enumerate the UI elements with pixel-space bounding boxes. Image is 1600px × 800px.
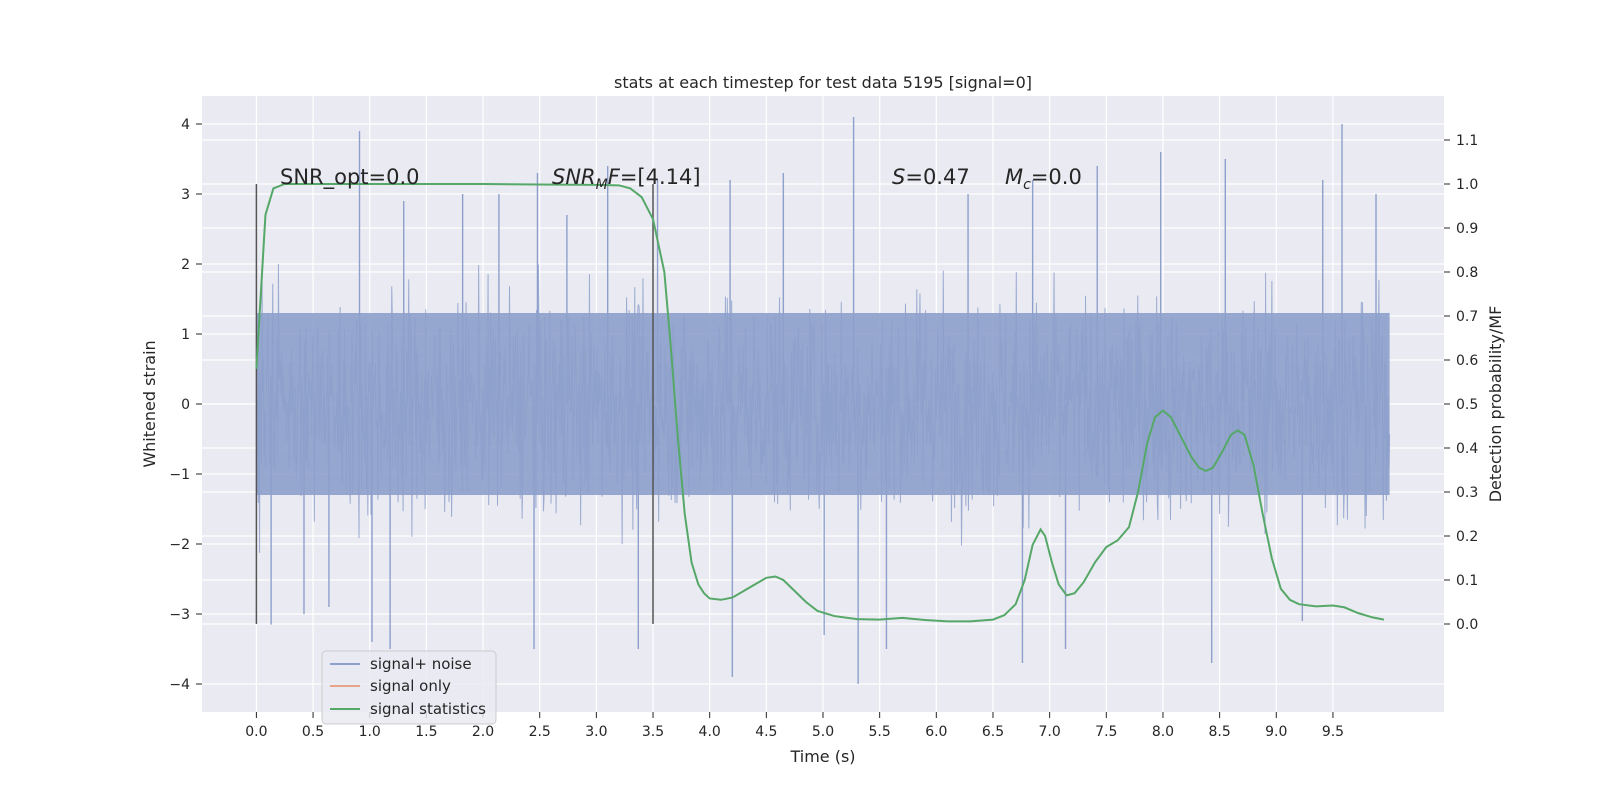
y-left-tick-label: −3 (169, 607, 190, 623)
x-tick-label: 1.0 (359, 724, 381, 740)
noise-series (255, 117, 1391, 684)
y-right-tick-label: 1.1 (1456, 133, 1478, 149)
y-right-tick-label: 0.3 (1456, 485, 1478, 501)
y-right-tick-label: 0.9 (1456, 221, 1478, 237)
x-axis-label: Time (s) (789, 747, 855, 766)
legend: signal+ noise signal only signal statist… (321, 650, 497, 725)
y-right-tick-label: 0.0 (1456, 617, 1478, 633)
stat-series (255, 183, 1385, 623)
mc-symbol: M (1005, 165, 1023, 189)
s-symbol: S (892, 165, 905, 189)
chart-title: stats at each timestep for test data 519… (614, 73, 1032, 92)
legend-box (321, 650, 497, 725)
y-right-tick-label: 0.8 (1456, 265, 1478, 281)
annotation-mc: Mc=0.0 (1005, 165, 1082, 193)
x-tick-label: 4.5 (755, 724, 777, 740)
legend-label-signal: signal only (370, 677, 451, 695)
y-right-tick-label: 0.2 (1456, 529, 1478, 545)
vertical-markers (255, 184, 654, 624)
y-right-tick-label: 0.5 (1456, 397, 1478, 413)
x-tick-label: 9.5 (1322, 724, 1344, 740)
y-left-axis-label: Whitened strain (140, 340, 159, 467)
x-tick-label: 9.0 (1265, 724, 1287, 740)
x-tick-label: 7.0 (1039, 724, 1061, 740)
y-left-tick-label: −2 (169, 537, 190, 553)
snr-mf-suffix-f: F (608, 165, 621, 189)
x-axis-ticks: 0.0 0.5 1.0 1.5 2.0 2.5 3.0 3.5 4.0 4.5 5.0 5.5 6.0 6… (245, 712, 1344, 740)
y-left-tick-label: 3 (181, 187, 190, 203)
x-tick-label: 6.0 (925, 724, 947, 740)
y-left-tick-label: −4 (169, 677, 190, 693)
x-tick-label: 3.0 (585, 724, 607, 740)
y-left-axis-ticks: 4 3 2 1 0 −1 −2 −3 −4 (169, 117, 202, 693)
x-tick-label: 8.0 (1152, 724, 1174, 740)
y-left-tick-label: 4 (181, 117, 190, 133)
snr-mf-value: =[4.14] (620, 165, 701, 189)
y-right-axis-label: Detection probability/MF (1486, 306, 1505, 503)
mc-sub: c (1023, 177, 1031, 193)
y-left-tick-label: 0 (181, 397, 190, 413)
stat-curve (255, 183, 1385, 623)
annotation-snr-opt: SNR_opt=0.0 (280, 165, 420, 190)
mc-value: =0.0 (1031, 165, 1082, 189)
legend-label-stat: signal statistics (370, 700, 486, 718)
x-tick-label: 6.5 (982, 724, 1004, 740)
y-right-tick-label: 1.0 (1456, 177, 1478, 193)
x-tick-label: 1.5 (415, 724, 437, 740)
s-value: =0.47 (905, 165, 969, 189)
y-right-tick-label: 0.4 (1456, 441, 1478, 457)
legend-label-noise: signal+ noise (370, 655, 472, 673)
snr-mf-sub: M (596, 177, 608, 193)
y-left-tick-label: 2 (181, 257, 190, 273)
annotation-s: S=0.47 (892, 165, 970, 189)
y-right-tick-label: 0.7 (1456, 309, 1478, 325)
x-tick-label: 2.5 (529, 724, 551, 740)
y-right-tick-label: 0.6 (1456, 353, 1478, 369)
x-tick-label: 5.0 (812, 724, 834, 740)
x-tick-label: 3.5 (642, 724, 664, 740)
x-tick-label: 4.0 (699, 724, 721, 740)
x-tick-label: 5.5 (869, 724, 891, 740)
x-tick-label: 7.5 (1095, 724, 1117, 740)
snr-mf-prefix: SNR (552, 165, 596, 189)
x-tick-label: 0.5 (302, 724, 324, 740)
y-left-tick-label: −1 (169, 467, 190, 483)
x-tick-label: 8.5 (1208, 724, 1230, 740)
noise-core-band (256, 313, 1390, 495)
x-tick-label: 0.0 (245, 724, 267, 740)
y-left-tick-label: 1 (181, 327, 190, 343)
y-right-tick-label: 0.1 (1456, 573, 1478, 589)
x-tick-label: 2.0 (472, 724, 494, 740)
annotation-snr-mf: SNRMF=[4.14] (552, 165, 701, 193)
y-right-axis-ticks: 1.1 1.0 0.9 0.8 0.7 0.6 0.5 0.4 0.3 0.2 0.1 0.0 (1444, 133, 1478, 633)
